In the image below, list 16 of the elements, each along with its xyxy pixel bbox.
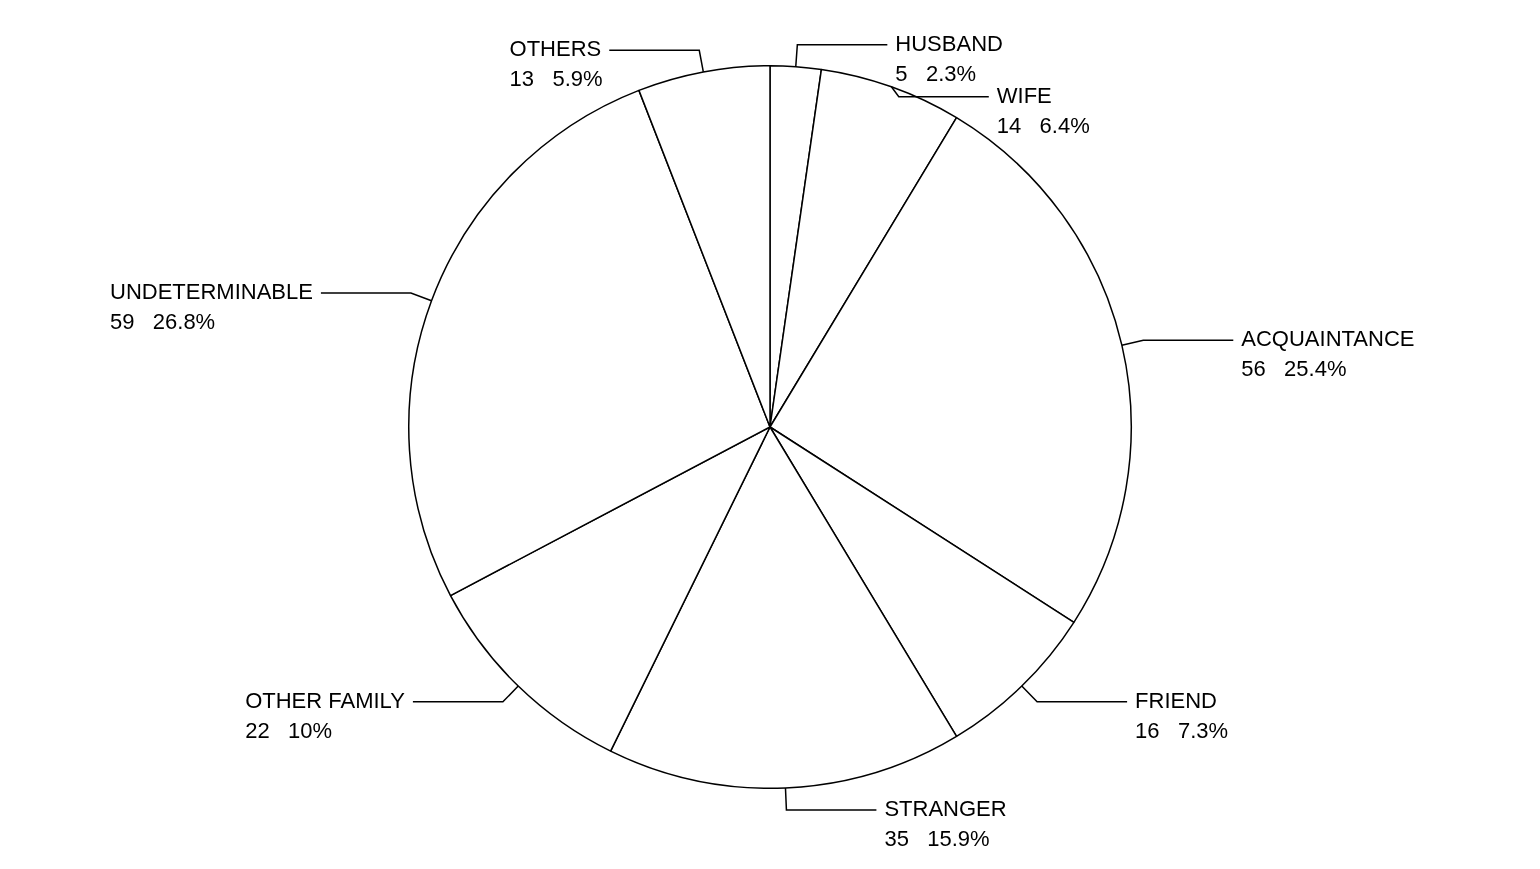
data-label: 59 26.8%	[109, 309, 216, 335]
slice-label: OTHERS	[509, 36, 602, 62]
slice-label: WIFE	[996, 82, 1052, 108]
data-label: 22 10%	[245, 717, 333, 743]
slice-label: HUSBAND	[895, 30, 1003, 56]
slice-label: OTHER FAMILY	[245, 687, 406, 713]
data-label: 14 6.4%	[996, 112, 1090, 138]
data-label: 13 5.9%	[509, 66, 603, 92]
slice-label: FRIEND	[1135, 687, 1217, 713]
slice-label: STRANGER	[884, 795, 1007, 821]
data-label: 16 7.3%	[1135, 717, 1229, 743]
data-label: 56 25.4%	[1241, 356, 1347, 382]
slice-label: ACQUAINTANCE	[1241, 326, 1415, 352]
slice-label: UNDETERMINABLE	[109, 279, 313, 305]
data-label: 5 2.3%	[895, 60, 977, 86]
data-label: 35 15.9%	[884, 825, 990, 851]
